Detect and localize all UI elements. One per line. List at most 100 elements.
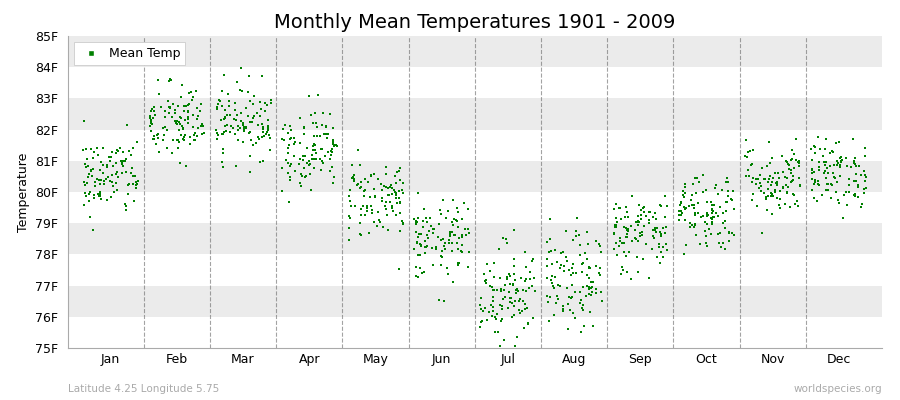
- Point: [385, 191, 400, 197]
- Point: [646, 233, 661, 239]
- Point: [87, 179, 102, 186]
- Point: [283, 177, 297, 183]
- Point: [170, 137, 184, 143]
- Point: [574, 328, 589, 335]
- Point: [370, 222, 384, 229]
- Point: [383, 199, 398, 205]
- Point: [547, 247, 562, 254]
- Point: [320, 135, 334, 142]
- Point: [368, 194, 382, 200]
- Point: [307, 147, 321, 154]
- Point: [631, 218, 645, 225]
- Point: [828, 174, 842, 181]
- Point: [688, 221, 703, 227]
- Point: [209, 127, 223, 134]
- Point: [753, 172, 768, 178]
- Point: [216, 150, 230, 156]
- Point: [517, 298, 531, 304]
- Point: [826, 173, 841, 180]
- Point: [505, 313, 519, 320]
- Point: [478, 278, 492, 285]
- Point: [475, 318, 490, 325]
- Point: [329, 143, 344, 149]
- Point: [121, 122, 135, 128]
- Point: [788, 135, 803, 142]
- Point: [485, 294, 500, 301]
- Point: [163, 104, 177, 111]
- Point: [220, 91, 235, 97]
- Point: [780, 158, 795, 165]
- Point: [780, 184, 795, 190]
- Point: [858, 153, 872, 159]
- Point: [660, 203, 674, 209]
- Point: [234, 88, 248, 94]
- Point: [115, 161, 130, 167]
- Point: [495, 306, 509, 312]
- Point: [126, 172, 140, 179]
- Point: [653, 228, 668, 235]
- Point: [430, 234, 445, 240]
- Point: [456, 200, 471, 206]
- Point: [231, 123, 246, 129]
- Point: [104, 153, 118, 160]
- Point: [432, 221, 446, 228]
- Point: [784, 170, 798, 176]
- Point: [527, 288, 542, 295]
- Point: [181, 109, 195, 116]
- Point: [248, 112, 262, 119]
- Point: [307, 165, 321, 171]
- Point: [483, 268, 498, 274]
- Point: [685, 192, 699, 198]
- Point: [246, 115, 260, 121]
- Point: [705, 207, 719, 214]
- Point: [223, 123, 238, 130]
- Point: [459, 232, 473, 238]
- Point: [845, 136, 859, 142]
- Point: [91, 191, 105, 198]
- Point: [850, 184, 865, 190]
- Point: [316, 159, 330, 166]
- Point: [302, 162, 317, 169]
- Point: [474, 306, 489, 312]
- Point: [144, 116, 158, 123]
- Point: [129, 182, 143, 188]
- Point: [806, 180, 821, 187]
- Point: [842, 188, 856, 195]
- Point: [375, 224, 390, 231]
- Point: [474, 295, 489, 302]
- Point: [410, 274, 425, 280]
- Point: [316, 110, 330, 116]
- Point: [518, 306, 532, 313]
- Point: [812, 164, 826, 170]
- Point: [716, 220, 730, 226]
- Point: [782, 162, 796, 168]
- Point: [784, 157, 798, 164]
- Point: [851, 163, 866, 169]
- Point: [506, 281, 520, 288]
- Point: [778, 182, 793, 188]
- Point: [512, 298, 526, 305]
- Point: [110, 169, 124, 175]
- Point: [147, 104, 161, 110]
- Point: [86, 192, 101, 198]
- Point: [589, 290, 603, 296]
- Point: [721, 193, 735, 200]
- Point: [489, 315, 503, 322]
- Point: [822, 170, 836, 176]
- Point: [389, 180, 403, 186]
- Point: [309, 156, 323, 162]
- Point: [823, 163, 837, 169]
- Point: [720, 175, 734, 181]
- Point: [707, 185, 722, 191]
- Point: [634, 232, 649, 238]
- Point: [446, 222, 460, 228]
- Point: [296, 153, 310, 159]
- Point: [718, 246, 733, 252]
- Point: [184, 97, 199, 103]
- Point: [86, 227, 100, 234]
- Point: [752, 185, 767, 191]
- Point: [310, 124, 324, 130]
- Point: [447, 231, 462, 238]
- Point: [741, 149, 755, 156]
- Point: [346, 176, 361, 182]
